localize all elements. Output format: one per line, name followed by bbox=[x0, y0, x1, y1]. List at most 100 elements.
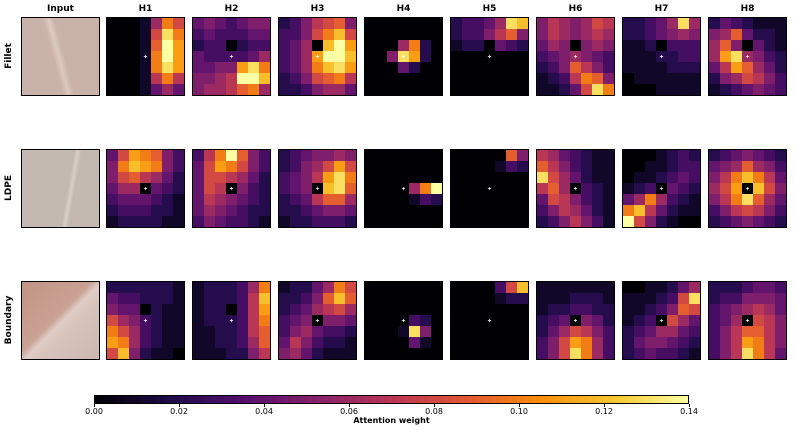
heatmap-cell bbox=[656, 205, 668, 217]
heatmap-fillet-h6 bbox=[536, 17, 615, 96]
heatmap-cell bbox=[720, 18, 732, 30]
heatmap-cell bbox=[323, 150, 335, 162]
center-marker-icon bbox=[315, 186, 320, 191]
heatmap-cell bbox=[387, 205, 399, 217]
heatmap-cell bbox=[279, 29, 291, 41]
colorbar-tick-mark bbox=[264, 404, 265, 407]
heatmap-cell bbox=[279, 205, 291, 217]
heatmap-cell bbox=[731, 348, 743, 359]
heatmap-cell bbox=[753, 194, 765, 206]
heatmap-cell bbox=[162, 293, 174, 305]
heatmap-cell bbox=[237, 172, 249, 184]
heatmap-cell bbox=[570, 348, 582, 359]
heatmap-cell bbox=[709, 29, 721, 41]
heatmap-cell bbox=[129, 172, 141, 184]
heatmap-cell bbox=[731, 62, 743, 74]
heatmap-cell bbox=[603, 150, 614, 162]
heatmap-cell bbox=[709, 304, 721, 316]
heatmap-cell bbox=[581, 29, 593, 41]
heatmap-cell bbox=[678, 315, 690, 327]
heatmap-cell bbox=[634, 216, 646, 227]
heatmap-cell bbox=[709, 348, 721, 359]
heatmap-cell bbox=[570, 29, 582, 41]
heatmap-cell bbox=[140, 150, 152, 162]
heatmap-cell bbox=[290, 51, 302, 63]
heatmap-cell bbox=[398, 216, 410, 227]
heatmap-cell bbox=[107, 40, 119, 52]
heatmap-cell bbox=[484, 326, 496, 338]
heatmap-cell bbox=[517, 18, 528, 30]
heatmap-cell bbox=[151, 172, 163, 184]
heatmap-cell bbox=[764, 62, 776, 74]
heatmap-fillet-h4 bbox=[364, 17, 443, 96]
column-header-h8: H8 bbox=[740, 4, 755, 14]
heatmap-cell bbox=[581, 161, 593, 173]
heatmap-cell bbox=[334, 150, 346, 162]
heatmap-cell bbox=[462, 183, 474, 195]
heatmap-cell bbox=[753, 183, 765, 195]
heatmap-cell bbox=[215, 161, 227, 173]
heatmap-cell bbox=[506, 40, 518, 52]
heatmap-cell bbox=[129, 337, 141, 349]
heatmap-cell bbox=[279, 304, 291, 316]
heatmap-cell bbox=[720, 194, 732, 206]
heatmap-cell bbox=[431, 194, 442, 206]
heatmap-cell bbox=[462, 62, 474, 74]
heatmap-cell bbox=[753, 29, 765, 41]
heatmap-cell bbox=[548, 73, 560, 85]
heatmap-cell bbox=[365, 216, 377, 227]
heatmap-cell bbox=[451, 293, 463, 305]
heatmap-cell bbox=[301, 326, 313, 338]
heatmap-cell bbox=[581, 62, 593, 74]
colorbar bbox=[94, 395, 689, 404]
heatmap-cell bbox=[162, 326, 174, 338]
heatmap-cell bbox=[398, 62, 410, 74]
heatmap-cell bbox=[290, 18, 302, 30]
heatmap-cell bbox=[140, 194, 152, 206]
heatmap-cell bbox=[409, 315, 421, 327]
heatmap-cell bbox=[537, 337, 549, 349]
heatmap-cell bbox=[623, 150, 635, 162]
heatmap-cell bbox=[204, 194, 216, 206]
heatmap-cell bbox=[398, 150, 410, 162]
heatmap-cell bbox=[301, 293, 313, 305]
heatmap-cell bbox=[742, 150, 754, 162]
heatmap-cell bbox=[290, 84, 302, 95]
heatmap-cell bbox=[451, 205, 463, 217]
heatmap-cell bbox=[731, 73, 743, 85]
heatmap-cell bbox=[301, 183, 313, 195]
heatmap-cell bbox=[720, 315, 732, 327]
heatmap-cell bbox=[323, 205, 335, 217]
heatmap-cell bbox=[462, 205, 474, 217]
heatmap-cell bbox=[548, 51, 560, 63]
heatmap-cell bbox=[623, 282, 635, 294]
heatmap-cell bbox=[451, 172, 463, 184]
heatmap-cell bbox=[398, 205, 410, 217]
heatmap-cell bbox=[345, 18, 356, 30]
heatmap-cell bbox=[764, 326, 776, 338]
heatmap-cell bbox=[323, 84, 335, 95]
heatmap-fillet-h3 bbox=[278, 17, 357, 96]
heatmap-cell bbox=[667, 216, 679, 227]
column-header-h2: H2 bbox=[224, 4, 239, 14]
heatmap-cell bbox=[709, 205, 721, 217]
heatmap-ldpe-h6 bbox=[536, 149, 615, 228]
heatmap-cell bbox=[215, 348, 227, 359]
heatmap-cell bbox=[290, 73, 302, 85]
heatmap-cell bbox=[731, 150, 743, 162]
heatmap-cell bbox=[537, 29, 549, 41]
heatmap-ldpe-h1 bbox=[106, 149, 185, 228]
heatmap-cell bbox=[484, 73, 496, 85]
center-marker-icon bbox=[573, 54, 578, 59]
heatmap-cell bbox=[248, 73, 260, 85]
heatmap-cell bbox=[162, 84, 174, 95]
heatmap-cell bbox=[173, 216, 184, 227]
heatmap-cell bbox=[431, 304, 442, 316]
heatmap-cell bbox=[204, 315, 216, 327]
heatmap-cell bbox=[259, 40, 270, 52]
heatmap-cell bbox=[129, 315, 141, 327]
heatmap-cell bbox=[678, 84, 690, 95]
heatmap-cell bbox=[462, 194, 474, 206]
heatmap-cell bbox=[623, 194, 635, 206]
heatmap-cell bbox=[462, 73, 474, 85]
